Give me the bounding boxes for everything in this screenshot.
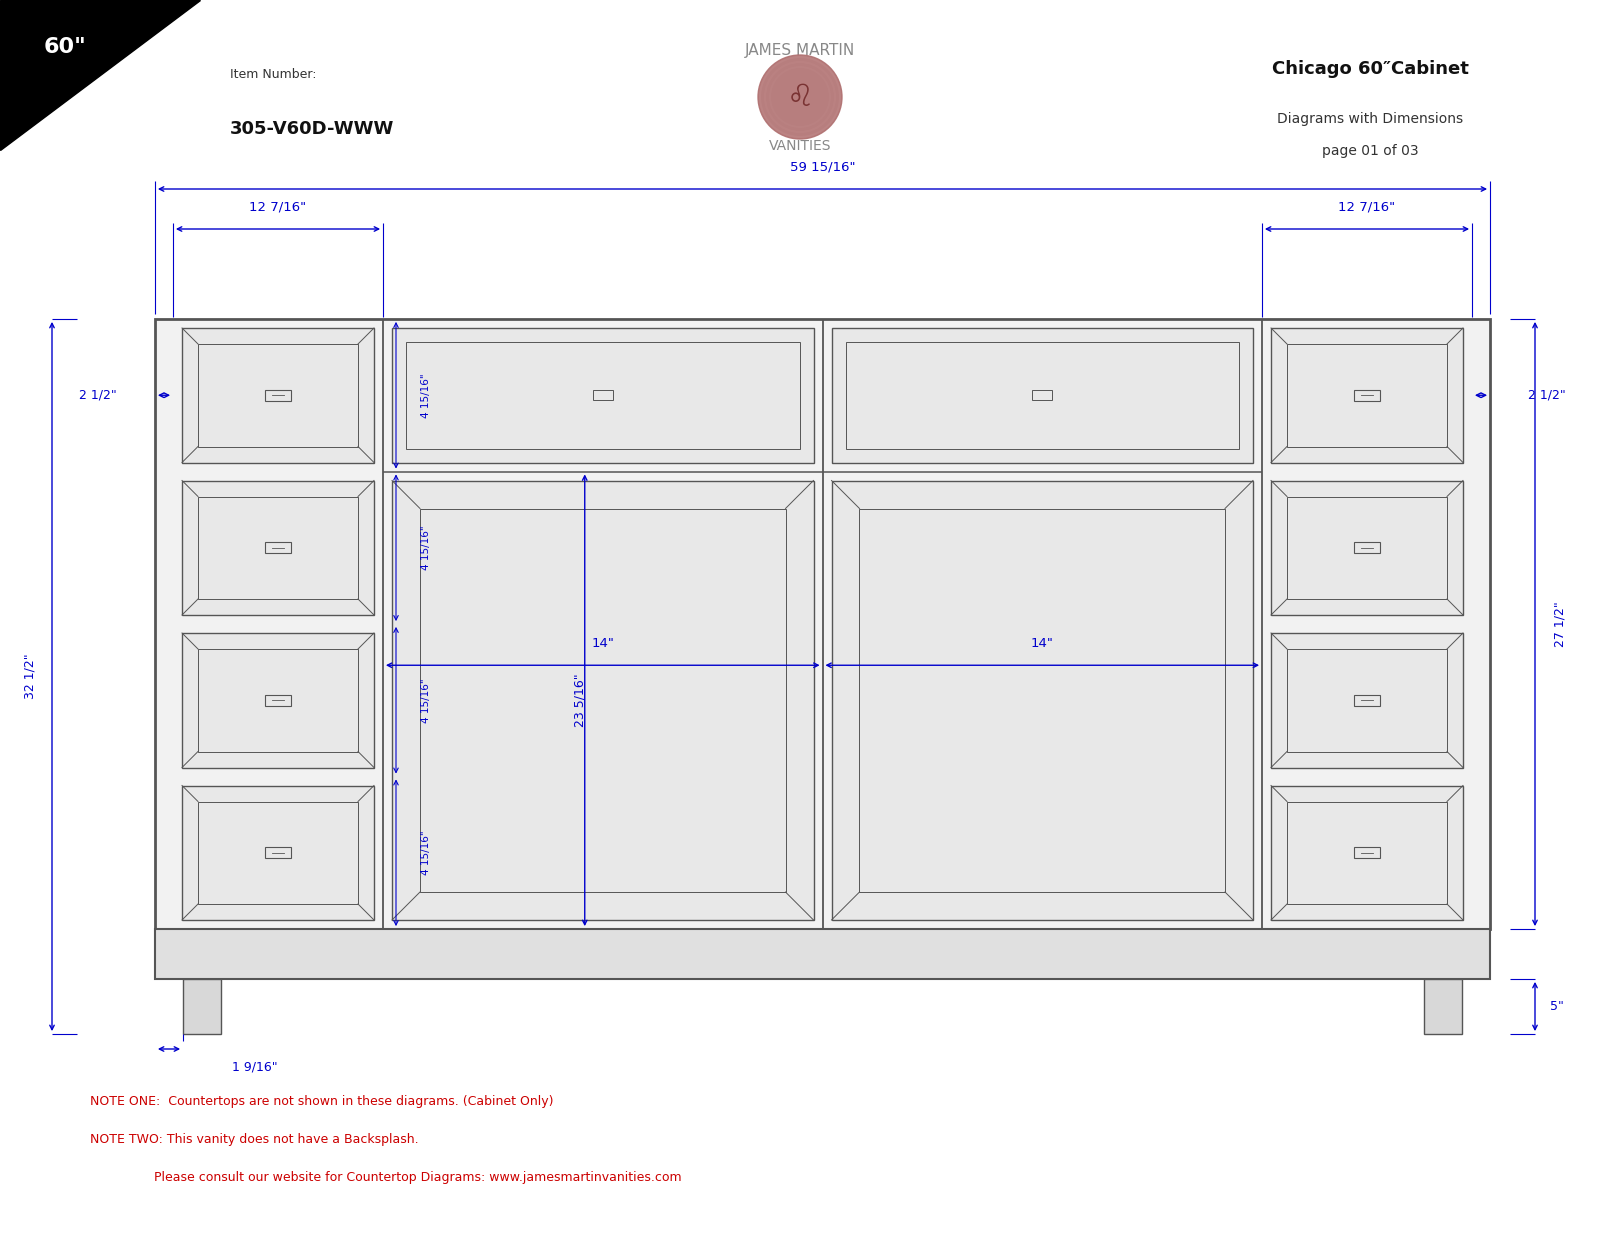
Bar	[183, 633, 375, 767]
Bar	[1354, 543, 1380, 554]
Bar	[407, 342, 799, 449]
Bar	[266, 695, 291, 706]
Bar	[1287, 649, 1447, 752]
Bar	[1423, 979, 1462, 1035]
Bar	[183, 328, 375, 462]
Text: 27 1/2": 27 1/2"	[1553, 601, 1566, 647]
Text: 23 5/16": 23 5/16"	[573, 674, 586, 727]
Bar	[155, 318, 1491, 929]
Text: VANITIES: VANITIES	[768, 139, 831, 152]
Text: Please consult our website for Countertop Diagrams: www.jamesmartinvanities.com: Please consult our website for Counterto…	[90, 1171, 682, 1183]
Bar	[1287, 344, 1447, 446]
Bar	[183, 979, 221, 1035]
Bar	[199, 497, 359, 598]
Bar	[392, 481, 813, 921]
Bar	[199, 344, 359, 446]
Bar	[183, 481, 375, 615]
Text: 12 7/16": 12 7/16"	[250, 201, 306, 213]
Bar	[831, 481, 1254, 921]
Text: NOTE TWO: This vanity does not have a Backsplash.: NOTE TWO: This vanity does not have a Ba…	[90, 1132, 418, 1146]
Bar	[860, 508, 1225, 892]
Text: 5": 5"	[1550, 1000, 1564, 1014]
Text: 59 15/16": 59 15/16"	[789, 161, 855, 173]
Bar	[199, 649, 359, 752]
Bar	[266, 847, 291, 859]
Bar	[266, 543, 291, 554]
Text: 32 1/2": 32 1/2"	[24, 654, 37, 699]
Text: Diagrams with Dimensions: Diagrams with Dimensions	[1278, 112, 1463, 126]
Text: 14": 14"	[591, 637, 615, 649]
Bar	[183, 786, 375, 921]
Text: JAMES MARTIN: JAMES MARTIN	[744, 43, 855, 58]
Bar	[1033, 390, 1052, 400]
Bar	[1354, 847, 1380, 859]
Text: 305-V60D-WWW: 305-V60D-WWW	[231, 120, 394, 138]
Bar	[155, 929, 1491, 979]
Text: 4 15/16": 4 15/16"	[421, 830, 431, 875]
Text: 1 9/16": 1 9/16"	[232, 1061, 279, 1073]
Bar	[266, 390, 291, 400]
Bar	[419, 508, 786, 892]
Text: 4 15/16": 4 15/16"	[421, 678, 431, 722]
Bar	[831, 328, 1254, 462]
Text: 2 1/2": 2 1/2"	[1527, 389, 1566, 401]
Bar	[1287, 802, 1447, 904]
Bar	[1354, 695, 1380, 706]
Text: 14": 14"	[1031, 637, 1053, 649]
Polygon shape	[0, 0, 200, 150]
Bar	[199, 802, 359, 904]
Text: ♌: ♌	[786, 83, 813, 112]
Bar	[1354, 390, 1380, 400]
Text: NOTE ONE:  Countertops are not shown in these diagrams. (Cabinet Only): NOTE ONE: Countertops are not shown in t…	[90, 1094, 554, 1108]
Text: Item Number:: Item Number:	[231, 67, 317, 81]
Bar	[1271, 786, 1463, 921]
Text: 12 7/16": 12 7/16"	[1338, 201, 1396, 213]
Text: 4 15/16": 4 15/16"	[421, 373, 431, 418]
Text: 2 1/2": 2 1/2"	[80, 389, 117, 401]
Circle shape	[757, 55, 842, 139]
Text: 60": 60"	[43, 37, 86, 57]
Bar	[1271, 633, 1463, 767]
Bar	[1287, 497, 1447, 598]
Bar	[592, 390, 613, 400]
Bar	[1271, 328, 1463, 462]
Text: page 01 of 03: page 01 of 03	[1322, 144, 1418, 159]
Text: 4 15/16": 4 15/16"	[421, 525, 431, 570]
Bar	[392, 328, 813, 462]
Bar	[845, 342, 1239, 449]
Bar	[1271, 481, 1463, 615]
Text: Chicago 60″Cabinet: Chicago 60″Cabinet	[1271, 59, 1468, 78]
